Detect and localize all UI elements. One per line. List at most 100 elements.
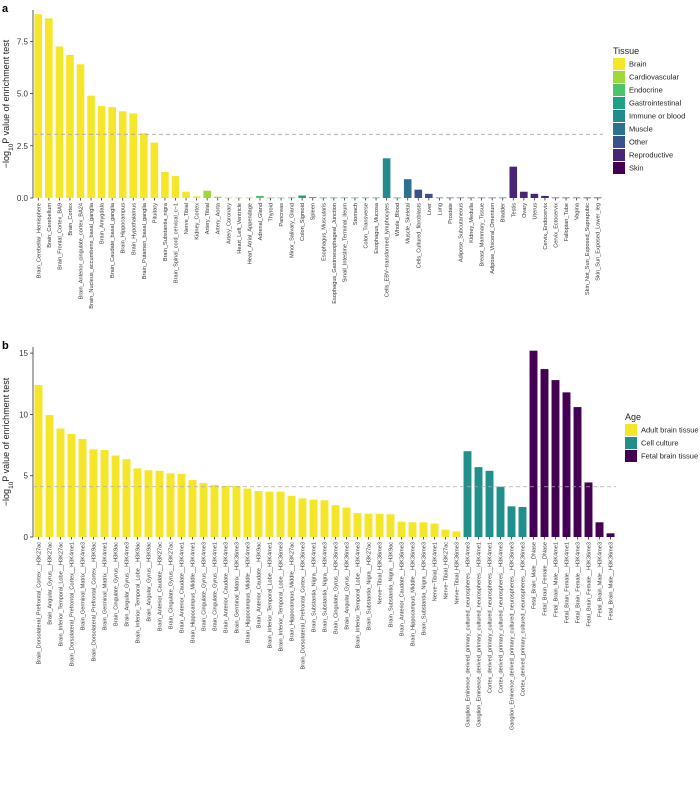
x-tick-label: Brain_Hippocampus [121,203,127,254]
legend-swatch [613,58,625,70]
bar [287,495,296,537]
legend-label: Muscle [629,125,653,134]
x-tick-label: Nerve−Tibial_H3K4me1 [433,542,439,601]
bar [509,166,518,198]
x-tick-label: Fetal_Brain_Male__H3K36me3 [609,542,615,620]
x-tick-label: Brain_Anterior_Caudate__H3K9ac [257,542,263,628]
legend-label: Fetal brain tissue [641,452,698,461]
panel-label-b: b [2,340,9,352]
x-tick-label: Brain_Putamen_basal_ganglia [142,202,148,279]
panel-label-a: a [2,3,9,15]
x-tick-label: Ganglion_Eminence_derived_primary_cultur… [477,542,483,727]
x-tick-label: Brain_Cingulate_Gyrus__H3K36me3 [334,542,340,634]
bar [541,195,549,198]
x-tick-label: Brain_Substantia_Nigra__H3K36me3 [422,542,428,635]
x-tick-label: Brain_Angular_Gyrus__H3K36me3 [345,542,351,630]
bar [430,523,439,537]
bar [364,513,373,537]
bar [520,191,528,198]
x-tick-label: Brain_Dorsolateral_Prefrontal_Cortex__H3… [301,542,307,669]
x-tick-label: Brain_Hypothalamus [131,203,137,255]
x-tick-label: Fetal_Brain_Female__H3K4me1 [565,542,571,623]
x-tick-label: Kidney_Medulla [469,202,475,243]
x-tick-label: Testis [511,203,517,218]
bar [235,197,243,199]
x-tick-label: Nerve_Tibial [184,203,190,234]
bar [435,197,444,199]
x-tick-label: Ganglion_Eminence_derived_primary_cultur… [466,542,472,727]
x-tick-label: Esophagus_Gastroesophageal_Junction [332,203,338,304]
bar [155,470,164,537]
x-tick-label: Kidney_Cortex [195,203,201,240]
bar [210,484,219,537]
bar [340,197,349,199]
bar [171,176,180,198]
bar [243,488,252,537]
x-tick-label: Ovary [522,203,528,218]
legend-swatch [625,424,637,436]
x-tick-label: Liver [427,203,433,215]
bar [277,197,285,199]
y-tick-label-b: 10 [19,410,28,419]
x-tick-label: Fetal_Brain_Female__H3K4me3 [576,542,582,623]
bar [518,506,527,537]
bar [140,133,148,198]
bar [55,46,64,199]
legend-title-a: Tissue [613,46,639,56]
bar [414,189,423,198]
x-tick-label: Muscle_Skeletal [406,203,412,244]
bar [382,158,391,198]
x-tick-label: Cervix_Ectocervix [554,203,560,248]
bar [177,473,186,537]
y-axis-title-a: −log10P value of enrichment test [1,39,15,168]
bar [477,197,486,199]
x-tick-label: Brain_Caudate_basal_ganglia [110,202,116,278]
y-axis-title-b: −log10P value of enrichment test [1,377,15,506]
legend-label: Brain [629,60,647,69]
x-tick-label: Brain_Amygdala [100,202,106,244]
bar [66,54,74,198]
bar [308,197,317,198]
bar [203,190,211,198]
bar [100,449,109,537]
x-tick-label: Lung [437,203,443,215]
bar [97,106,106,198]
x-tick-label: Brain_Inferior_Temporal_Lobe__H3K4me3 [356,542,362,648]
x-tick-label: Adipose_Visceral_Omentum [490,203,496,274]
legend-swatch [613,84,625,96]
bar [45,18,53,198]
x-tick-label: Brain_Dorsolateral_Prefrontal_Cortex__H3… [37,542,43,665]
x-tick-label: Breast_Mammary_Tissue [480,203,486,267]
bar [199,483,208,537]
bar [34,385,43,537]
bar [122,459,131,537]
y-tick-label-a: 5.0 [17,90,29,99]
x-tick-label: Cortex_derived_primary_cultured_neurosph… [499,542,505,693]
x-tick-label: Brain_Anterior_Caudate__H3K27ac [158,542,164,631]
x-tick-label: Brain_Cortex [68,203,74,236]
y-tick-label-a: 2.5 [17,142,29,151]
x-tick-label: Nerve−Tibial_H3K36me3 [378,542,384,604]
bar [111,455,120,537]
x-tick-label: Cortex_derived_primary_cultured_neurosph… [521,542,527,696]
x-tick-label: Brain_Cingulate_Gyrus__H3K4me3 [202,542,208,631]
x-tick-label: Heart_Left_Ventricle [237,203,243,254]
legend-swatch [625,450,637,462]
x-tick-label: Cortex_derived_primary_cultured_neurosph… [488,542,494,693]
legend-label: Immune or blood [629,112,685,121]
legend-label: Reproductive [629,151,673,160]
bar [397,521,406,537]
x-tick-label: Brain_Anterior_Caudate__H3K36me3 [400,542,406,636]
bar [266,197,275,199]
legend-label: Cell culture [641,439,679,448]
x-tick-label: Brain_Germinal_Matrix__H3K4me3 [81,542,87,630]
bar [474,467,483,537]
bar [446,197,454,199]
panel-b-chart: 0 5 10 15 −log10P value of enrichment test Br… [1,347,699,730]
bar [298,498,307,537]
x-tick-label: Bladder [501,203,507,222]
bar [108,107,116,198]
x-tick-label: Spleen [311,203,317,220]
x-tick-label: Brain_Cerebellum [47,203,53,248]
